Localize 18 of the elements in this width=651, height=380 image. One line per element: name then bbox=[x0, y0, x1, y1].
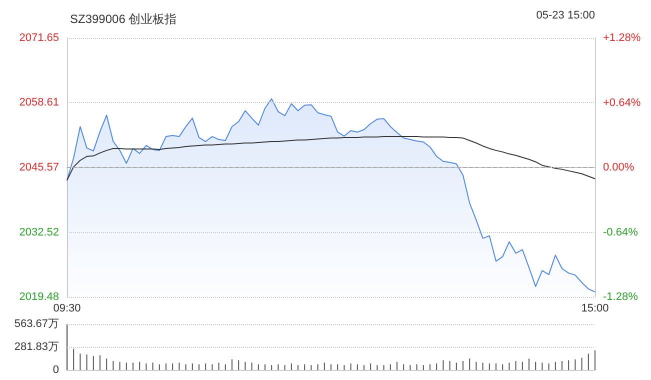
line-series bbox=[66, 136, 596, 181]
y-tick-label: 2045.57 bbox=[19, 161, 59, 174]
y-tick-label: 2032.52 bbox=[19, 226, 59, 238]
y-tick-label: 2071.65 bbox=[19, 32, 59, 44]
y-tick-label: 563.67万 bbox=[14, 318, 59, 330]
y-tick-label: 2058.61 bbox=[19, 96, 59, 109]
y2-tick-label: -0.64% bbox=[603, 226, 638, 238]
y2-tick-label: +1.28% bbox=[603, 32, 641, 44]
y2-tick-label: -1.28% bbox=[603, 291, 638, 303]
x-tick-label: 09:30 bbox=[53, 302, 81, 314]
y-tick-label: 2019.48 bbox=[19, 291, 59, 303]
y-tick-label: 0 bbox=[52, 364, 59, 376]
y2-tick-label: 0.00% bbox=[603, 162, 634, 174]
chart-title: SZ399006 创业板指 bbox=[70, 12, 177, 26]
y-tick-label: 281.83万 bbox=[14, 341, 59, 353]
text: 05-23 15:00 bbox=[536, 10, 595, 22]
x-tick-label: 15:00 bbox=[581, 302, 609, 314]
y2-tick-label: +0.64% bbox=[603, 96, 641, 109]
